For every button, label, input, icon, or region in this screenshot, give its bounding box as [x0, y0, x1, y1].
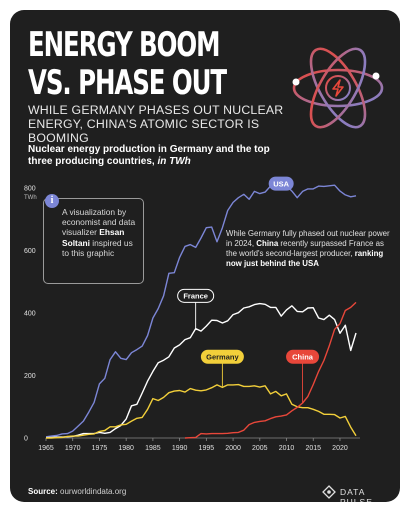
chart-heading: Nuclear energy production in Germany and…	[28, 144, 288, 168]
series-label-germany: Germany	[206, 353, 239, 362]
y-tick-label: 400	[24, 311, 36, 318]
subtitle: WHILE GERMANY PHASES OUT NUCLEAR ENERGY,…	[28, 103, 284, 145]
x-tick-label: 2020	[332, 445, 348, 452]
title-line-1: ENERGY BOOM	[28, 25, 220, 65]
y-tick-label: 200	[24, 373, 36, 380]
footer: Source: ourworldindata.org DATA PULSE	[10, 482, 400, 502]
x-tick-label: 2010	[279, 445, 295, 452]
series-label-pill-france	[177, 288, 215, 303]
x-tick-label: 2000	[225, 445, 241, 452]
source-line: Source: ourworldindata.org	[28, 487, 126, 496]
nuclear-line-chart: 1965 1970 1975 1980 1985 1990 1995 2000 2005 2010…	[24, 176, 360, 452]
page-title: ENERGY BOOM VS. PHASE OUT	[28, 25, 227, 103]
y-tick-label: 800	[24, 186, 36, 193]
x-tick-label: 1965	[38, 445, 54, 452]
x-tick-label: 2015	[305, 445, 321, 452]
title-line-2: VS. PHASE OUT	[28, 63, 227, 103]
series-line-china	[184, 301, 357, 439]
x-tick-label: 2005	[252, 445, 268, 452]
china-annotation: While Germany fully phased out nuclear p…	[226, 229, 396, 269]
annotation-china: China	[256, 239, 279, 248]
info-icon: i	[45, 194, 59, 208]
data-pulse-logo-icon	[322, 485, 336, 499]
x-tick-label: 1990	[172, 445, 188, 452]
series-line-france	[45, 302, 357, 439]
info-box	[43, 198, 144, 284]
y-tick-label: 0	[24, 436, 28, 443]
chart-heading-text: Nuclear energy production in Germany and…	[28, 144, 270, 167]
annotation-text-before: While Germany fully phased out nuclear p…	[226, 229, 390, 248]
series-label-france: France	[183, 292, 208, 301]
x-tick-label: 1975	[92, 445, 108, 452]
brand-name: DATA PULSE	[340, 487, 373, 502]
info-text: A visualization by economist and data vi…	[62, 207, 142, 258]
chart-heading-unit: in TWh	[157, 156, 191, 167]
x-tick-label: 1980	[118, 445, 134, 452]
infographic-card: ENERGY BOOM VS. PHASE OUT WHILE GERMANY …	[10, 10, 400, 502]
annotation-emphasis: ranking now just behind the USA	[226, 249, 384, 268]
info-text-after: inspired us to this graphic	[62, 237, 133, 258]
source-label: Source:	[28, 487, 58, 496]
series-label-china: China	[292, 353, 314, 362]
y-unit-label: TWh	[24, 195, 37, 201]
info-author: Ehsan Soltani	[62, 227, 125, 248]
series-line-usa	[45, 184, 357, 438]
y-tick-label: 600	[24, 248, 36, 255]
x-tick-label: 1985	[145, 445, 161, 452]
annotation-text-middle: recently surpassed France as the world's…	[226, 239, 384, 258]
x-tick-label: 1970	[65, 445, 81, 452]
series-label-pill-usa	[268, 176, 294, 191]
info-text-before: A visualization by economist and data vi…	[62, 207, 136, 238]
atom-icon	[292, 47, 384, 129]
source-text: ourworldindata.org	[60, 487, 127, 496]
series-label-pill-china	[286, 349, 320, 364]
x-tick-label: 1995	[199, 445, 215, 452]
series-line-germany	[46, 383, 357, 439]
series-label-usa: USA	[273, 179, 289, 188]
series-label-pill-germany	[200, 349, 244, 364]
